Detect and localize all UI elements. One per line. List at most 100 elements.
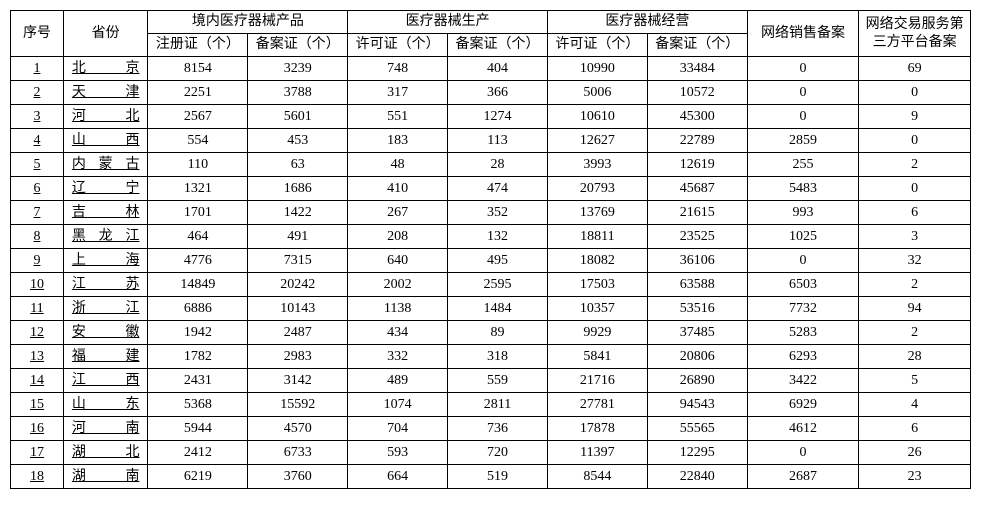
cell-value: 1025	[747, 225, 859, 249]
header-netplatform: 网络交易服务第三方平台备案	[859, 11, 971, 57]
cell-value: 0	[747, 249, 859, 273]
cell-value: 7732	[747, 297, 859, 321]
cell-value: 36106	[647, 249, 747, 273]
cell-value: 23525	[647, 225, 747, 249]
cell-seq: 15	[11, 393, 64, 417]
cell-value: 0	[859, 81, 971, 105]
cell-value: 3788	[248, 81, 348, 105]
cell-value: 5483	[747, 177, 859, 201]
cell-seq: 2	[11, 81, 64, 105]
cell-value: 453	[248, 129, 348, 153]
cell-value: 6	[859, 417, 971, 441]
cell-value: 720	[448, 441, 548, 465]
cell-value: 6733	[248, 441, 348, 465]
table-row: 11浙 江688610143113814841035753516773294	[11, 297, 971, 321]
cell-value: 5601	[248, 105, 348, 129]
cell-province: 河 北	[63, 105, 148, 129]
cell-value: 132	[448, 225, 548, 249]
cell-value: 94543	[647, 393, 747, 417]
cell-province: 江 西	[63, 369, 148, 393]
cell-value: 110	[148, 153, 248, 177]
cell-value: 48	[348, 153, 448, 177]
cell-value: 55565	[647, 417, 747, 441]
cell-province: 湖 北	[63, 441, 148, 465]
cell-value: 404	[448, 57, 548, 81]
cell-value: 1321	[148, 177, 248, 201]
cell-value: 495	[448, 249, 548, 273]
cell-value: 20242	[248, 273, 348, 297]
cell-value: 491	[248, 225, 348, 249]
cell-value: 519	[448, 465, 548, 489]
cell-seq: 10	[11, 273, 64, 297]
cell-value: 9	[859, 105, 971, 129]
cell-value: 21615	[647, 201, 747, 225]
cell-value: 5283	[747, 321, 859, 345]
cell-value: 2	[859, 273, 971, 297]
cell-province: 辽 宁	[63, 177, 148, 201]
cell-value: 37485	[647, 321, 747, 345]
cell-value: 2002	[348, 273, 448, 297]
table-row: 13福 建17822983332318584120806629328	[11, 345, 971, 369]
cell-seq: 5	[11, 153, 64, 177]
cell-value: 2487	[248, 321, 348, 345]
cell-seq: 12	[11, 321, 64, 345]
cell-value: 13769	[547, 201, 647, 225]
cell-value: 1074	[348, 393, 448, 417]
cell-value: 4612	[747, 417, 859, 441]
cell-value: 9929	[547, 321, 647, 345]
cell-value: 3142	[248, 369, 348, 393]
cell-value: 14849	[148, 273, 248, 297]
cell-value: 1274	[448, 105, 548, 129]
cell-value: 1422	[248, 201, 348, 225]
table-row: 18湖 南62193760664519854422840268723	[11, 465, 971, 489]
table-row: 9上 海477673156404951808236106032	[11, 249, 971, 273]
cell-value: 2983	[248, 345, 348, 369]
cell-value: 69	[859, 57, 971, 81]
cell-value: 2687	[747, 465, 859, 489]
cell-value: 28	[859, 345, 971, 369]
table-row: 1北 京815432397484041099033484069	[11, 57, 971, 81]
cell-value: 593	[348, 441, 448, 465]
cell-value: 12295	[647, 441, 747, 465]
cell-value: 10357	[547, 297, 647, 321]
table-row: 3河 北256756015511274106104530009	[11, 105, 971, 129]
cell-value: 18811	[547, 225, 647, 249]
cell-seq: 3	[11, 105, 64, 129]
cell-value: 7315	[248, 249, 348, 273]
cell-value: 20806	[647, 345, 747, 369]
cell-value: 8544	[547, 465, 647, 489]
cell-province: 山 东	[63, 393, 148, 417]
cell-province: 黑龙江	[63, 225, 148, 249]
cell-value: 6293	[747, 345, 859, 369]
cell-province: 安 徽	[63, 321, 148, 345]
cell-value: 3422	[747, 369, 859, 393]
cell-seq: 16	[11, 417, 64, 441]
table-row: 8黑龙江464491208132188112352510253	[11, 225, 971, 249]
cell-value: 2859	[747, 129, 859, 153]
cell-value: 21716	[547, 369, 647, 393]
cell-value: 0	[859, 129, 971, 153]
cell-value: 1484	[448, 297, 548, 321]
cell-value: 366	[448, 81, 548, 105]
cell-value: 6219	[148, 465, 248, 489]
cell-value: 993	[747, 201, 859, 225]
cell-value: 2412	[148, 441, 248, 465]
cell-value: 27781	[547, 393, 647, 417]
table-row: 4山 西554453183113126272278928590	[11, 129, 971, 153]
cell-value: 0	[859, 177, 971, 201]
cell-value: 6503	[747, 273, 859, 297]
table-row: 14江 西24313142489559217162689034225	[11, 369, 971, 393]
cell-value: 474	[448, 177, 548, 201]
cell-value: 489	[348, 369, 448, 393]
cell-seq: 8	[11, 225, 64, 249]
table-row: 17湖 北241267335937201139712295026	[11, 441, 971, 465]
cell-value: 3760	[248, 465, 348, 489]
cell-value: 2	[859, 321, 971, 345]
cell-value: 704	[348, 417, 448, 441]
cell-value: 45687	[647, 177, 747, 201]
cell-value: 17878	[547, 417, 647, 441]
cell-value: 3993	[547, 153, 647, 177]
table-row: 16河 南59444570704736178785556546126	[11, 417, 971, 441]
cell-value: 5841	[547, 345, 647, 369]
cell-value: 3239	[248, 57, 348, 81]
